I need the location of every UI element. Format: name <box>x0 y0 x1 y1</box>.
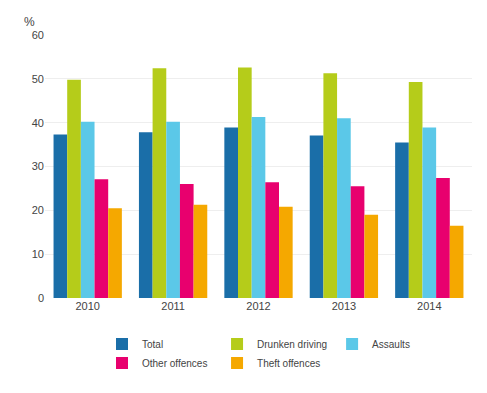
svg-text:0: 0 <box>38 292 44 304</box>
svg-text:30: 30 <box>32 160 44 172</box>
svg-text:2014: 2014 <box>417 300 441 312</box>
svg-text:2011: 2011 <box>161 300 185 312</box>
svg-text:Assaults: Assaults <box>372 339 410 350</box>
svg-text:40: 40 <box>32 117 44 129</box>
svg-text:20: 20 <box>32 204 44 216</box>
svg-text:Drunken driving: Drunken driving <box>257 339 327 350</box>
svg-text:%: % <box>24 15 35 29</box>
svg-text:2012: 2012 <box>246 300 270 312</box>
svg-text:60: 60 <box>32 29 44 41</box>
svg-text:Theft offences: Theft offences <box>257 358 320 369</box>
svg-text:Total: Total <box>142 339 163 350</box>
svg-text:10: 10 <box>32 248 44 260</box>
svg-text:50: 50 <box>32 73 44 85</box>
svg-text:2010: 2010 <box>75 300 99 312</box>
svg-text:2013: 2013 <box>332 300 356 312</box>
svg-text:Other offences: Other offences <box>142 358 207 369</box>
